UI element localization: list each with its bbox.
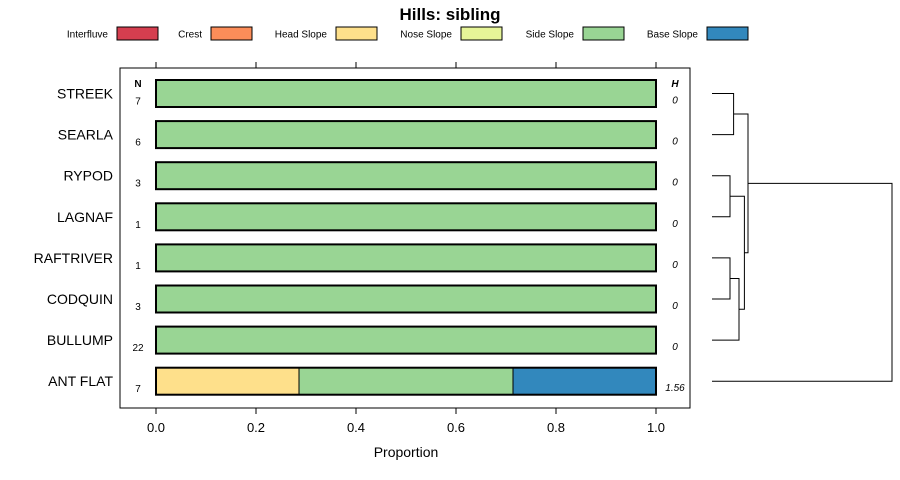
dendrogram-link-3 (712, 277, 740, 341)
h-header: H (671, 79, 679, 90)
x-axis-label: Proportion (374, 444, 439, 460)
bar-segment-rypod-side-slope (155, 161, 657, 190)
x-tick-label: 0.8 (547, 420, 565, 435)
n-value-rypod: 3 (135, 179, 141, 190)
n-header: N (134, 79, 141, 90)
h-value-searla: 0 (672, 137, 678, 148)
dendrogram-link-6 (712, 182, 893, 382)
category-label-rypod: RYPOD (63, 168, 113, 184)
bar-segment-ant-flat-side-slope (298, 367, 514, 396)
bar-outline-searla (155, 120, 657, 150)
h-value-bullump: 0 (672, 342, 678, 353)
n-value-raftriver: 1 (135, 261, 141, 272)
bar-outline-ant-flat (155, 366, 657, 396)
bar-outline-lagnaf (155, 202, 657, 232)
dendrogram-link-4 (730, 195, 745, 310)
dendrogram-link-1 (712, 175, 731, 218)
legend-label-base-slope: Base Slope (647, 30, 699, 41)
legend-label-side-slope: Side Slope (526, 30, 575, 41)
n-value-searla: 6 (135, 138, 141, 149)
n-value-lagnaf: 1 (135, 220, 141, 231)
bar-outline-codquin (155, 284, 657, 314)
legend-label-nose-slope: Nose Slope (400, 30, 452, 41)
h-value-lagnaf: 0 (672, 219, 678, 230)
legend-swatch-interfluve (116, 26, 159, 41)
h-value-raftriver: 0 (672, 260, 678, 271)
n-value-codquin: 3 (135, 302, 141, 313)
plot-axes: 0.0 0.2 0.4 0.6 0.8 1.0 N H (119, 62, 691, 435)
bar-outline-bullump (155, 325, 657, 355)
bar-segment-bullump-side-slope (155, 326, 657, 355)
bar-outline-streek (155, 79, 657, 108)
bar-outline-raftriver (155, 243, 657, 273)
dendrogram-link-0 (712, 93, 735, 136)
legend-swatch-nose-slope (460, 26, 503, 41)
legend-swatch-base-slope (706, 26, 749, 41)
category-label-lagnaf: LAGNAF (57, 209, 113, 225)
n-value-bullump: 22 (132, 343, 144, 354)
x-tick-label: 0.4 (347, 420, 365, 435)
legend: Interfluve Crest Head Slope Nose Slope Side … (67, 26, 749, 41)
bar-segment-ant-flat-head-slope (155, 367, 300, 396)
bar-outline-rypod (155, 161, 657, 191)
bars (155, 79, 657, 396)
n-value-streek: 7 (135, 97, 141, 108)
category-label-codquin: CODQUIN (47, 291, 113, 307)
h-value-codquin: 0 (672, 301, 678, 312)
category-label-ant-flat: ANT FLAT (48, 373, 113, 389)
bar-segment-ant-flat-base-slope (512, 367, 657, 396)
h-value-rypod: 0 (672, 178, 678, 189)
h-value-streek: 0 (672, 96, 678, 107)
x-tick-label: 0.6 (447, 420, 465, 435)
bar-segment-streek-side-slope (155, 79, 657, 108)
row-labels: STREEK 7 0 SEARLA 6 0 RYPOD 3 0 LAGNAF 1 0 RAFTRIVER… (34, 86, 686, 396)
bar-segment-searla-side-slope (155, 120, 657, 149)
category-label-searla: SEARLA (58, 127, 114, 143)
h-value-ant-flat: 1.56 (665, 383, 685, 394)
legend-swatch-crest (210, 26, 253, 41)
legend-label-crest: Crest (178, 30, 202, 41)
chart-title: Hills: sibling (399, 5, 500, 24)
dendrogram-link-2 (712, 257, 731, 300)
n-value-ant-flat: 7 (135, 384, 141, 395)
bar-segment-codquin-side-slope (155, 285, 657, 313)
legend-label-interfluve: Interfluve (67, 30, 109, 41)
dendrogram (712, 93, 893, 382)
legend-swatch-head-slope (335, 26, 378, 41)
dendrogram-link-5 (733, 113, 749, 254)
legend-swatch-side-slope (582, 26, 625, 41)
x-tick-label: 1.0 (647, 420, 665, 435)
category-label-raftriver: RAFTRIVER (34, 250, 113, 266)
legend-label-head-slope: Head Slope (275, 30, 328, 41)
bar-segment-raftriver-side-slope (155, 243, 657, 272)
category-label-streek: STREEK (57, 86, 114, 102)
x-tick-label: 0.0 (147, 420, 165, 435)
x-tick-label: 0.2 (247, 420, 265, 435)
category-label-bullump: BULLUMP (47, 332, 113, 348)
plot-frame (119, 67, 691, 409)
bar-segment-lagnaf-side-slope (155, 202, 657, 231)
